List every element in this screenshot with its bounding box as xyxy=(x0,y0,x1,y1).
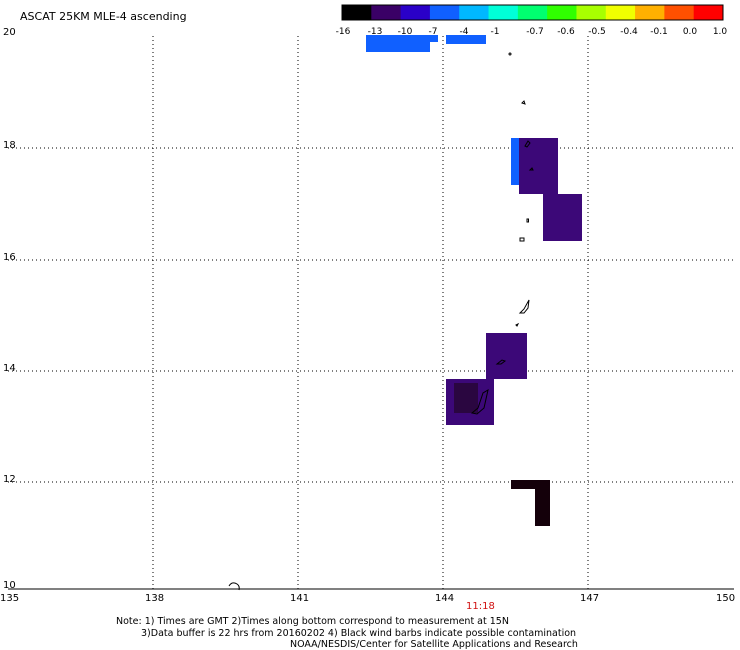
island xyxy=(495,359,507,365)
swath-cell xyxy=(511,480,550,526)
colorbar-label: -10 xyxy=(397,27,413,37)
colorbar-label: -1 xyxy=(490,27,500,37)
colorbar-swatch xyxy=(576,5,607,20)
lat-label: 16 xyxy=(3,252,16,263)
island xyxy=(515,322,520,327)
lat-label: 20 xyxy=(3,27,16,38)
colorbar-label: -16 xyxy=(335,27,351,37)
swath-cell xyxy=(511,138,535,185)
island xyxy=(228,582,240,591)
island xyxy=(521,100,526,105)
lat-label: 18 xyxy=(3,140,16,151)
colorbar-label: -0.6 xyxy=(557,27,575,37)
island-outlines xyxy=(228,52,534,591)
note-line-2: 3)Data buffer is 22 hrs from 20160202 4)… xyxy=(141,628,577,639)
colorbar-label: -7 xyxy=(428,27,438,37)
note-line-3: NOAA/NESDIS/Center for Satellite Applica… xyxy=(290,639,578,650)
colorbar-swatch xyxy=(400,5,431,20)
colorbar-swatch xyxy=(459,5,490,20)
island xyxy=(508,52,512,56)
island xyxy=(470,388,489,415)
island xyxy=(524,140,531,148)
lon-label: 135 xyxy=(0,593,20,604)
map-title: ASCAT 25KM MLE-4 ascending xyxy=(20,10,187,23)
colorbar-label: -0.5 xyxy=(588,27,606,37)
colorbar-swatch xyxy=(635,5,665,20)
colorbar-swatch xyxy=(342,5,372,20)
colorbar-label: -4 xyxy=(459,27,469,37)
colorbar-swatch xyxy=(605,5,636,20)
colorbar-swatch xyxy=(547,5,577,20)
colorbar-frame xyxy=(341,4,724,21)
island xyxy=(518,299,530,314)
swath-cell xyxy=(486,333,527,379)
colorbar xyxy=(341,4,724,21)
colorbar-swatch xyxy=(693,5,724,20)
island xyxy=(519,237,525,242)
graticule xyxy=(8,36,734,590)
island xyxy=(526,218,529,223)
colorbar-swatch xyxy=(664,5,695,20)
swath-cell xyxy=(519,138,558,194)
swath-cell xyxy=(543,194,582,241)
pass-time-label: 11:18 xyxy=(466,601,495,612)
colorbar-swatches xyxy=(342,5,724,20)
lon-label: 138 xyxy=(145,593,165,604)
colorbar-label: -13 xyxy=(367,27,383,37)
colorbar-label: -0.7 xyxy=(526,27,544,37)
lat-label: 10 xyxy=(3,580,16,591)
colorbar-label: 0.0 xyxy=(682,27,698,37)
colorbar-label: -0.1 xyxy=(650,27,668,37)
swath-cells xyxy=(366,35,582,526)
swath-cell xyxy=(366,42,430,52)
colorbar-swatch xyxy=(371,5,402,20)
colorbar-swatch xyxy=(517,5,548,20)
lon-label: 144 xyxy=(435,593,455,604)
lon-label: 141 xyxy=(290,593,310,604)
lon-label: 150 xyxy=(716,593,736,604)
note-line-1: Note: 1) Times are GMT 2)Times along bot… xyxy=(116,616,509,627)
colorbar-label: 1.0 xyxy=(712,27,728,37)
colorbar-swatch xyxy=(429,5,460,20)
lat-label: 14 xyxy=(3,363,16,374)
lat-label: 12 xyxy=(3,474,16,485)
lon-label: 147 xyxy=(580,593,600,604)
swath-cell xyxy=(446,379,494,425)
colorbar-label: -0.4 xyxy=(620,27,638,37)
colorbar-swatch xyxy=(488,5,519,20)
swath-cell xyxy=(454,383,478,413)
island xyxy=(528,167,534,171)
